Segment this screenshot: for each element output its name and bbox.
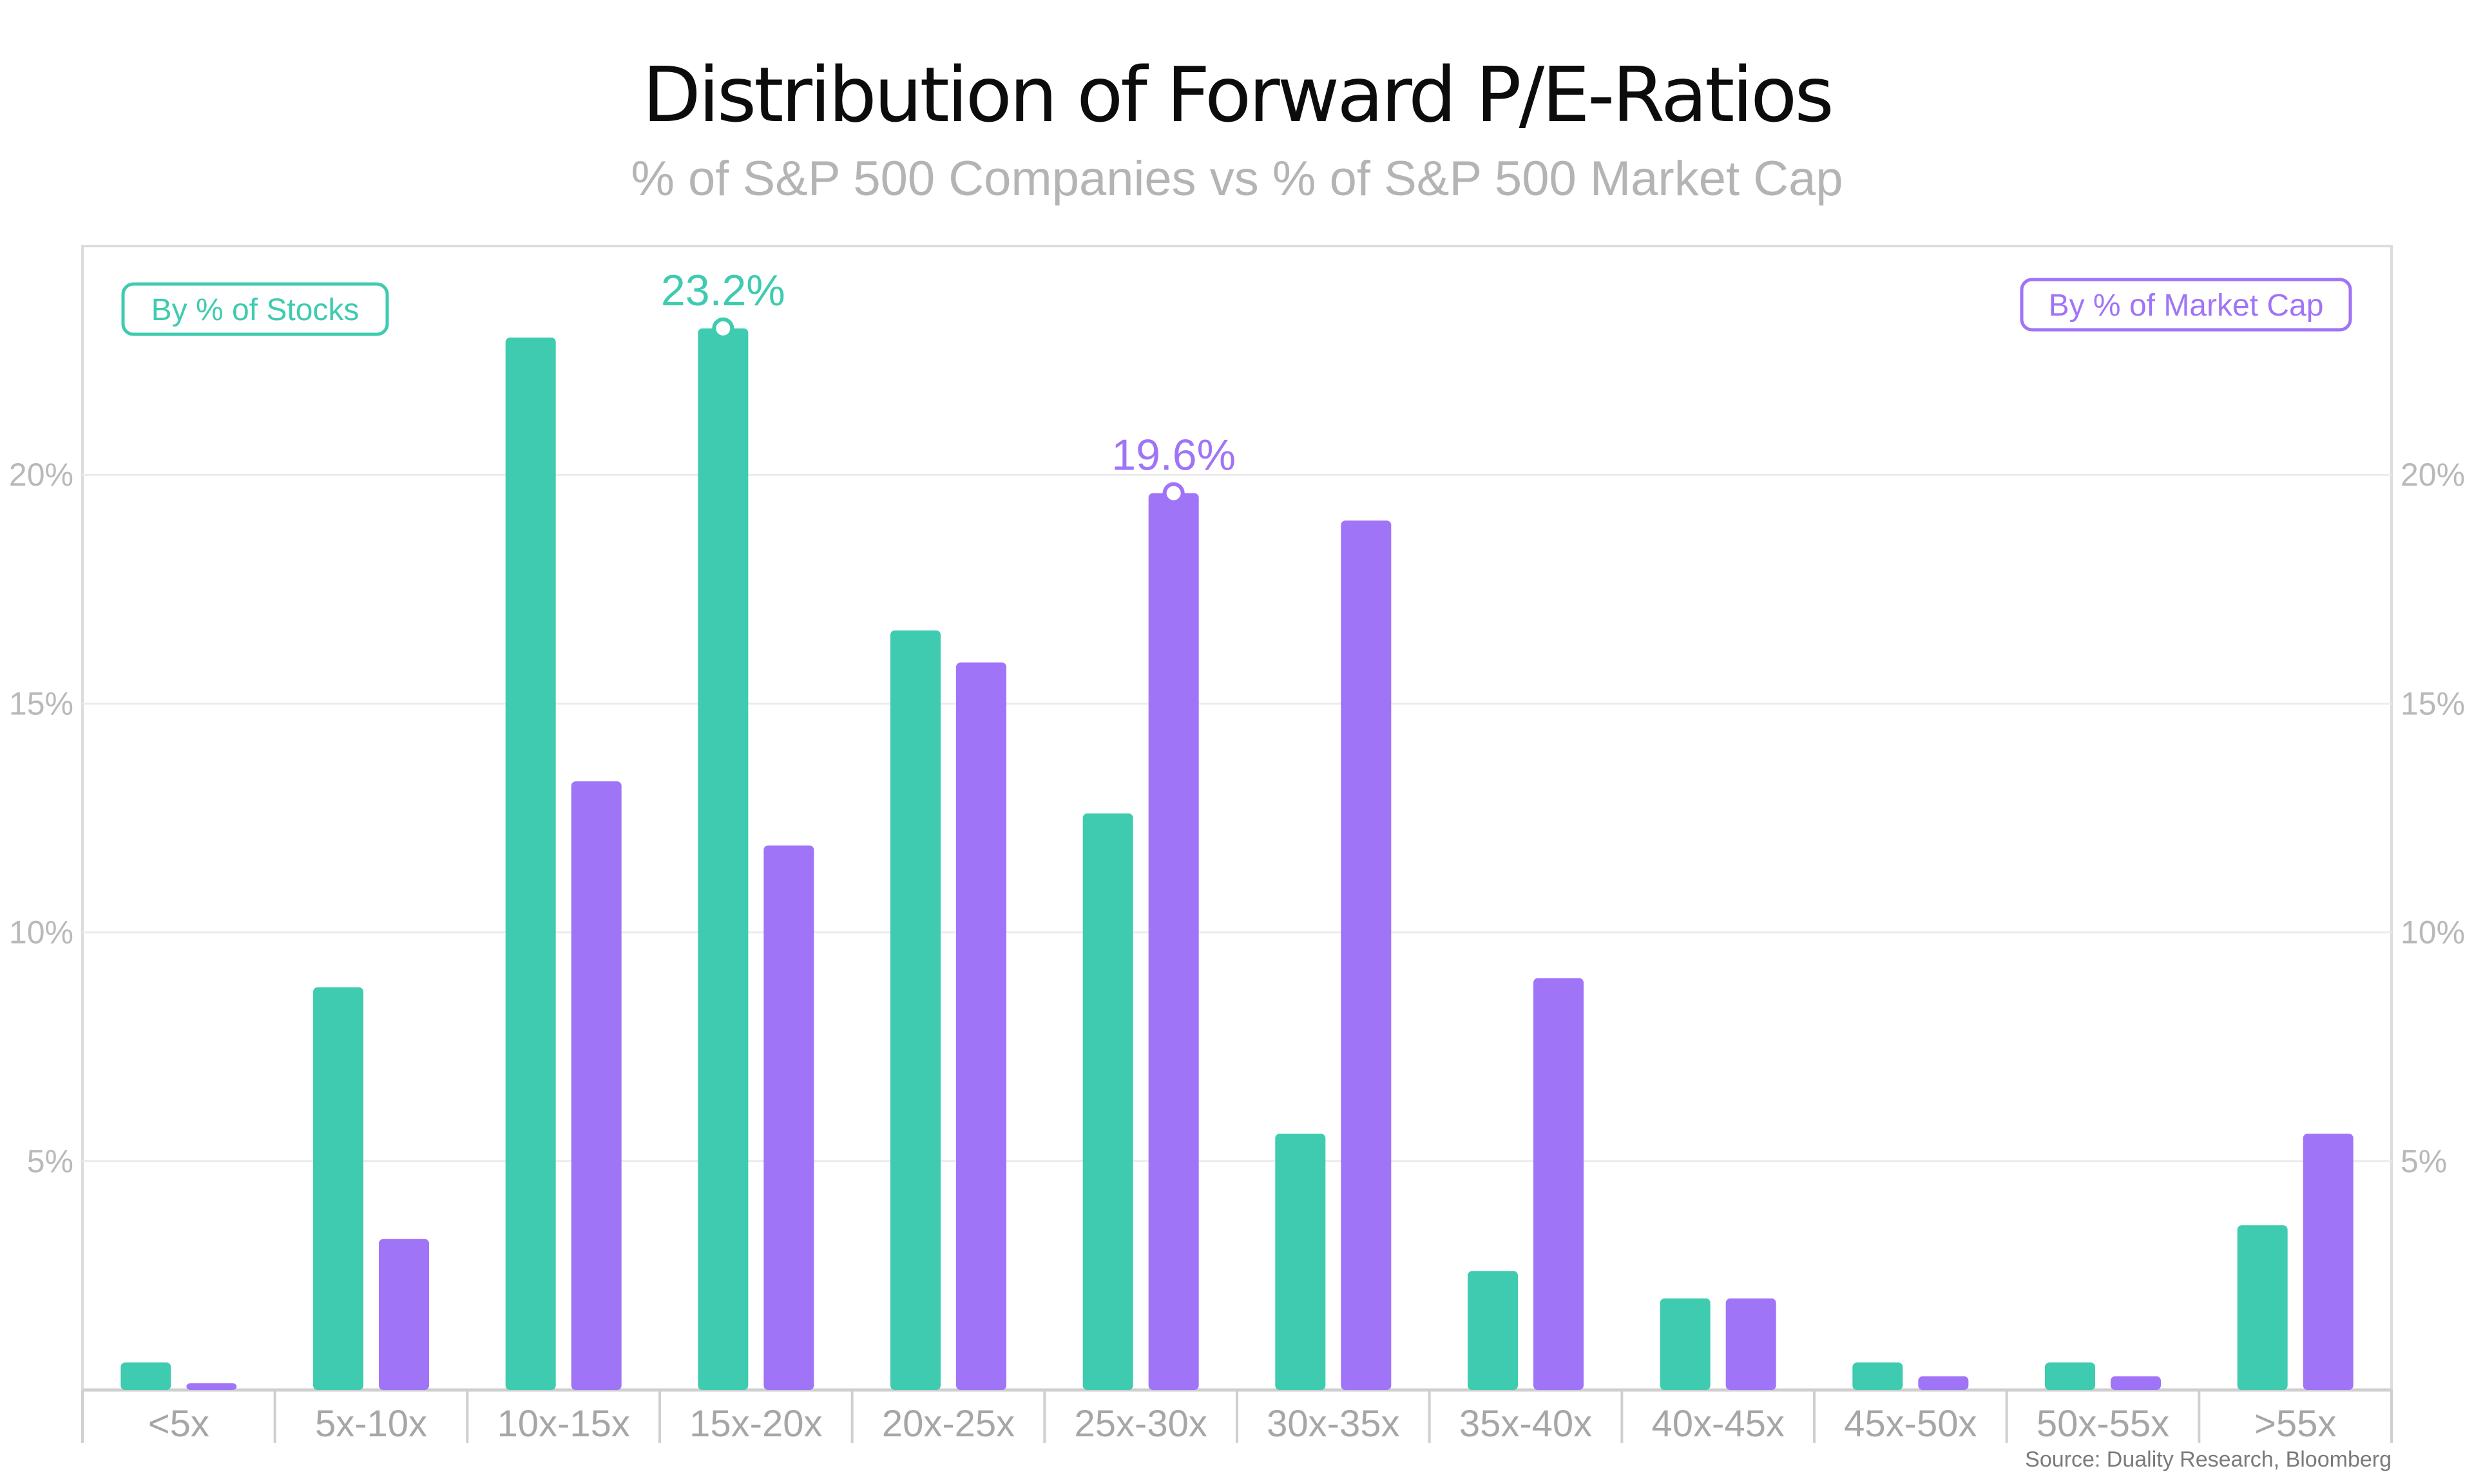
bar-stocks [1082, 813, 1133, 1390]
x-tick-label: 25x-30x [1074, 1403, 1207, 1445]
source-note: Source: Duality Research, Bloomberg [2025, 1447, 2392, 1472]
chart-title: Distribution of Forward P/E-Ratios [642, 50, 1834, 139]
legend-box [2020, 278, 2352, 332]
bar-market-cap [1341, 520, 1392, 1390]
y-tick-label-left: 15% [9, 685, 73, 721]
bar-market-cap [186, 1383, 237, 1390]
y-tick-label-right: 5% [2401, 1143, 2447, 1179]
legend-label: By % of Market Cap [2049, 289, 2324, 323]
bar-market-cap [1148, 493, 1199, 1391]
legend-box [121, 282, 389, 336]
y-tick-label-right: 10% [2401, 915, 2465, 951]
x-tick-label: 20x-25x [882, 1403, 1015, 1445]
peak-value-label: 23.2% [661, 266, 785, 315]
x-tick-label: 35x-40x [1459, 1403, 1592, 1445]
chart-subtitle: % of S&P 500 Companies vs % of S&P 500 M… [631, 151, 1843, 206]
bar-stocks [313, 987, 363, 1390]
x-tick-label: 5x-10x [315, 1403, 427, 1445]
peak-marker [1162, 482, 1185, 504]
x-tick-label: 50x-55x [2037, 1403, 2169, 1445]
bar-stocks [1275, 1134, 1326, 1390]
x-tick-label: 10x-15x [497, 1403, 629, 1445]
bar-market-cap [1725, 1298, 1776, 1390]
x-tick-label: 30x-35x [1267, 1403, 1399, 1445]
peak-value-label: 19.6% [1111, 431, 1236, 480]
bar-stocks [698, 328, 749, 1390]
bar-market-cap [571, 781, 622, 1390]
x-tick-label: 45x-50x [1844, 1403, 1977, 1445]
x-tick-label: 15x-20x [689, 1403, 822, 1445]
bar-stocks [890, 630, 941, 1390]
bar-market-cap [1918, 1376, 1969, 1390]
bar-market-cap [763, 845, 814, 1390]
y-tick-label-left: 20% [9, 457, 73, 493]
bar-stocks [1852, 1362, 1903, 1390]
x-tick-label: <5x [148, 1403, 209, 1445]
bar-market-cap [956, 662, 1006, 1390]
bar-market-cap [2303, 1134, 2354, 1390]
y-tick-label-right: 20% [2401, 457, 2465, 493]
bar-market-cap [2111, 1376, 2161, 1390]
y-tick-label-left: 10% [9, 915, 73, 951]
bar-stocks [1660, 1298, 1711, 1390]
bar-stocks [120, 1362, 171, 1390]
bar-stocks [2045, 1362, 2095, 1390]
peak-marker [712, 317, 734, 339]
bar-stocks [1468, 1271, 1518, 1390]
legend-label: By % of Stocks [151, 293, 360, 327]
bar-market-cap [1533, 978, 1584, 1390]
bar-market-cap [379, 1239, 429, 1390]
x-tick-label: 40x-45x [1651, 1403, 1784, 1445]
bar-stocks [2237, 1225, 2288, 1390]
y-tick-label-left: 5% [27, 1143, 73, 1179]
plot-frame [81, 245, 2393, 1391]
y-tick-label-right: 15% [2401, 685, 2465, 721]
x-tick-label: >55x [2254, 1403, 2336, 1445]
bar-stocks [505, 338, 556, 1390]
